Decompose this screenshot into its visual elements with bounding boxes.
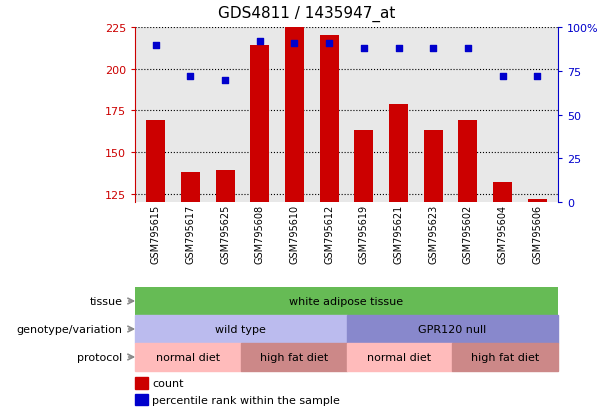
Text: tissue: tissue: [89, 296, 123, 306]
Text: high fat diet: high fat diet: [471, 352, 539, 362]
Point: [498, 74, 508, 80]
Point: [151, 42, 161, 49]
Bar: [181, 173, 200, 202]
Text: normal diet: normal diet: [156, 352, 220, 362]
Bar: [241, 343, 346, 371]
Point: [359, 45, 369, 52]
Text: normal diet: normal diet: [367, 352, 432, 362]
Point: [289, 40, 299, 47]
Bar: [452, 343, 558, 371]
Bar: [459, 121, 478, 202]
Bar: [346, 343, 452, 371]
Point: [186, 74, 196, 80]
Point: [255, 38, 265, 45]
Bar: [135, 343, 241, 371]
Text: white adipose tissue: white adipose tissue: [289, 296, 403, 306]
Bar: [250, 46, 269, 202]
Bar: [354, 131, 373, 202]
Text: GPR120 null: GPR120 null: [418, 324, 486, 334]
Bar: [528, 199, 547, 202]
Text: percentile rank within the sample: percentile rank within the sample: [152, 395, 340, 405]
Bar: [346, 315, 558, 343]
Text: genotype/variation: genotype/variation: [17, 324, 123, 334]
Point: [324, 40, 334, 47]
Bar: [147, 121, 166, 202]
Bar: [493, 183, 512, 202]
Point: [463, 45, 473, 52]
Point: [394, 45, 403, 52]
Point: [220, 77, 230, 83]
Point: [428, 45, 438, 52]
Bar: [135, 394, 148, 405]
Bar: [216, 171, 235, 202]
Text: wild type: wild type: [215, 324, 266, 334]
Text: high fat diet: high fat diet: [259, 352, 328, 362]
Point: [532, 74, 542, 80]
Bar: [135, 377, 148, 389]
Bar: [424, 131, 443, 202]
Text: GDS4811 / 1435947_at: GDS4811 / 1435947_at: [218, 6, 395, 22]
Bar: [389, 104, 408, 202]
Text: count: count: [152, 378, 183, 388]
Bar: [135, 315, 346, 343]
Text: protocol: protocol: [77, 352, 123, 362]
Bar: [285, 28, 304, 202]
Bar: [319, 36, 339, 202]
